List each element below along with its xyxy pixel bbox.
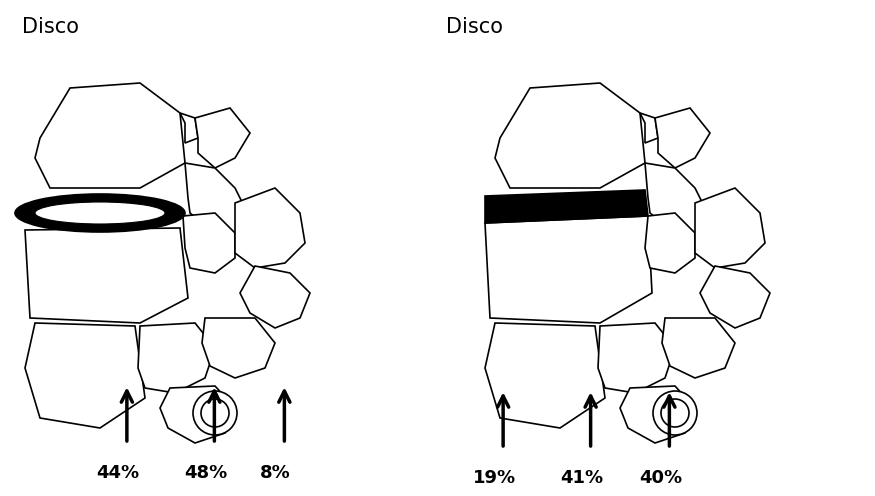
Polygon shape xyxy=(195,108,250,168)
Polygon shape xyxy=(202,318,275,378)
Polygon shape xyxy=(620,386,695,443)
Polygon shape xyxy=(640,113,658,143)
Polygon shape xyxy=(25,323,145,428)
Text: 40%: 40% xyxy=(639,469,682,487)
Circle shape xyxy=(653,391,697,435)
Polygon shape xyxy=(235,188,305,268)
Polygon shape xyxy=(240,266,310,328)
Polygon shape xyxy=(25,228,188,323)
Polygon shape xyxy=(598,323,675,393)
Text: Disco: Disco xyxy=(446,17,503,37)
Text: Disco: Disco xyxy=(22,17,79,37)
Polygon shape xyxy=(495,83,645,188)
Text: 41%: 41% xyxy=(560,469,604,487)
Polygon shape xyxy=(160,386,235,443)
Polygon shape xyxy=(645,213,695,273)
Polygon shape xyxy=(655,108,710,168)
Polygon shape xyxy=(662,318,735,378)
Polygon shape xyxy=(485,216,652,323)
Polygon shape xyxy=(185,163,250,243)
Text: 19%: 19% xyxy=(473,469,516,487)
Text: 48%: 48% xyxy=(184,464,228,482)
Ellipse shape xyxy=(35,202,165,224)
Polygon shape xyxy=(35,83,185,188)
Polygon shape xyxy=(695,188,765,268)
Text: 44%: 44% xyxy=(96,464,140,482)
Text: 8%: 8% xyxy=(260,464,291,482)
Polygon shape xyxy=(138,323,215,393)
Circle shape xyxy=(193,391,237,435)
Polygon shape xyxy=(700,266,770,328)
Polygon shape xyxy=(180,113,198,143)
Polygon shape xyxy=(485,190,648,223)
Polygon shape xyxy=(645,163,710,243)
Polygon shape xyxy=(485,323,605,428)
Polygon shape xyxy=(183,213,235,273)
Ellipse shape xyxy=(15,194,185,232)
